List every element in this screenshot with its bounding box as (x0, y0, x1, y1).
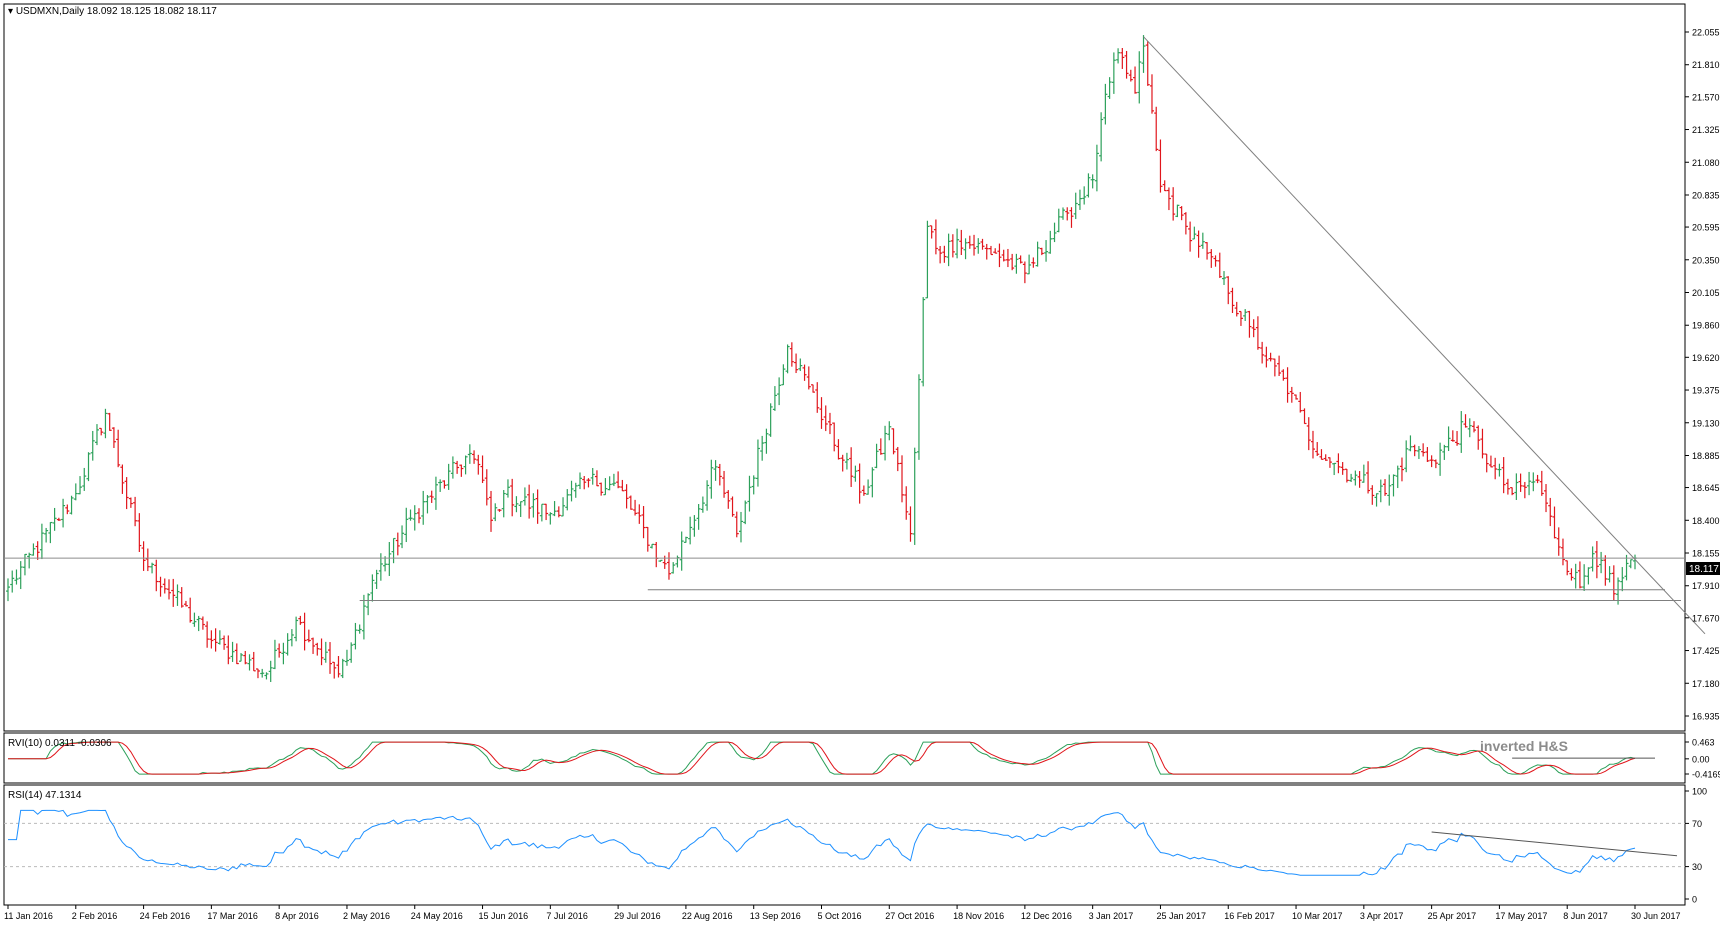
price-axis-label: 20.835 (1692, 190, 1720, 200)
rvi-signal-line (8, 741, 1636, 775)
price-axis-label: 21.810 (1692, 60, 1720, 70)
time-axis-label: 17 Mar 2016 (207, 911, 258, 921)
rvi-series (8, 741, 1655, 775)
price-axis-label: 22.055 (1692, 28, 1720, 38)
price-axis-label: 18.645 (1692, 483, 1720, 493)
price-axis-label: 17.180 (1692, 679, 1720, 689)
price-axis-label: 21.570 (1692, 92, 1720, 102)
price-axis-label: 19.375 (1692, 386, 1720, 396)
rsi-panel (3, 784, 1686, 906)
current-price-tag (1686, 562, 1720, 575)
time-axis-label: 16 Feb 2017 (1224, 911, 1275, 921)
time-axis-label: 13 Sep 2016 (750, 911, 801, 921)
price-axis-label: 17.425 (1692, 646, 1720, 656)
time-axis-label: 24 Feb 2016 (140, 911, 191, 921)
rvi-axis-label: 0.00 (1692, 754, 1710, 764)
rsi-axis-label: 70 (1692, 819, 1702, 829)
time-axis-label: 18 Nov 2016 (953, 911, 1004, 921)
rvi-panel (3, 732, 1686, 784)
price-axis-label: 18.400 (1692, 516, 1720, 526)
rvi-axis-label: 0.463 (1692, 738, 1715, 748)
time-axis-label: 8 Jun 2017 (1563, 911, 1608, 921)
rsi-axis-label: 100 (1692, 787, 1707, 797)
time-axis-label: 7 Jul 2016 (546, 911, 588, 921)
time-axis-label: 15 Jun 2016 (479, 911, 529, 921)
time-axis-label: 29 Jul 2016 (614, 911, 661, 921)
descending-trendline (1143, 36, 1706, 635)
time-axis-label: 2 Feb 2016 (72, 911, 118, 921)
time-axis-label: 3 Jan 2017 (1089, 911, 1134, 921)
price-axis-label: 20.350 (1692, 255, 1720, 265)
rvi-indicator-label: RVI(10) 0.0311 -0.0306 (8, 738, 112, 749)
time-axis-label: 8 Apr 2016 (275, 911, 319, 921)
rvi-main-line (8, 741, 1636, 775)
price-axis-label: 19.620 (1692, 353, 1720, 363)
price-axis-label: 20.595 (1692, 223, 1720, 233)
rsi-series (4, 809, 1685, 876)
main-price-panel (3, 3, 1686, 732)
time-axis-label: 25 Jan 2017 (1156, 911, 1206, 921)
time-axis-label: 3 Apr 2017 (1360, 911, 1404, 921)
time-axis-label: 10 Mar 2017 (1292, 911, 1343, 921)
price-axis-label: 19.860 (1692, 321, 1720, 331)
axes: 22.055 21.810 21.570 21.325 21.080 20.835 20.5… (4, 28, 1720, 922)
time-axis-label: 24 May 2016 (411, 911, 463, 921)
price-axis-label: 16.935 (1692, 712, 1720, 722)
rsi-indicator-label: RSI(14) 47.1314 (8, 790, 82, 801)
price-axis-label: 21.080 (1692, 158, 1720, 168)
time-axis-label: 5 Oct 2016 (818, 911, 862, 921)
time-axis-label: 22 Aug 2016 (682, 911, 733, 921)
price-series (4, 35, 1706, 683)
time-axis-label: 2 May 2016 (343, 911, 390, 921)
price-axis-label: 17.910 (1692, 581, 1720, 591)
price-axis-label: 17.670 (1692, 613, 1720, 623)
price-axis-label: 20.105 (1692, 288, 1720, 298)
time-axis-label: 27 Oct 2016 (885, 911, 934, 921)
rsi-trendline (1431, 831, 1678, 857)
price-axis-label: 18.155 (1692, 549, 1720, 559)
rsi-axis-label: 30 (1692, 862, 1702, 872)
time-axis-label: 17 May 2017 (1495, 911, 1547, 921)
price-axis-label: 19.130 (1692, 418, 1720, 428)
time-axis-label: 12 Dec 2016 (1021, 911, 1072, 921)
rvi-axis-label: -0.4169 (1692, 770, 1720, 780)
price-axis-label: 18.885 (1692, 451, 1720, 461)
rsi-axis-label: 0 (1692, 895, 1697, 905)
price-axis-label: 21.325 (1692, 125, 1720, 135)
chart-symbol-header: ▾ USDMXN,Daily 18.092 18.125 18.082 18.1… (8, 6, 217, 17)
time-axis-label: 30 Jun 2017 (1631, 911, 1681, 921)
time-axis-label: 25 Apr 2017 (1428, 911, 1477, 921)
current-price-tag-text: 18.117 (1689, 564, 1719, 575)
inverted-hs-annotation: inverted H&S (1480, 738, 1568, 754)
rsi-line (8, 809, 1636, 876)
time-axis-label: 11 Jan 2016 (4, 911, 53, 921)
